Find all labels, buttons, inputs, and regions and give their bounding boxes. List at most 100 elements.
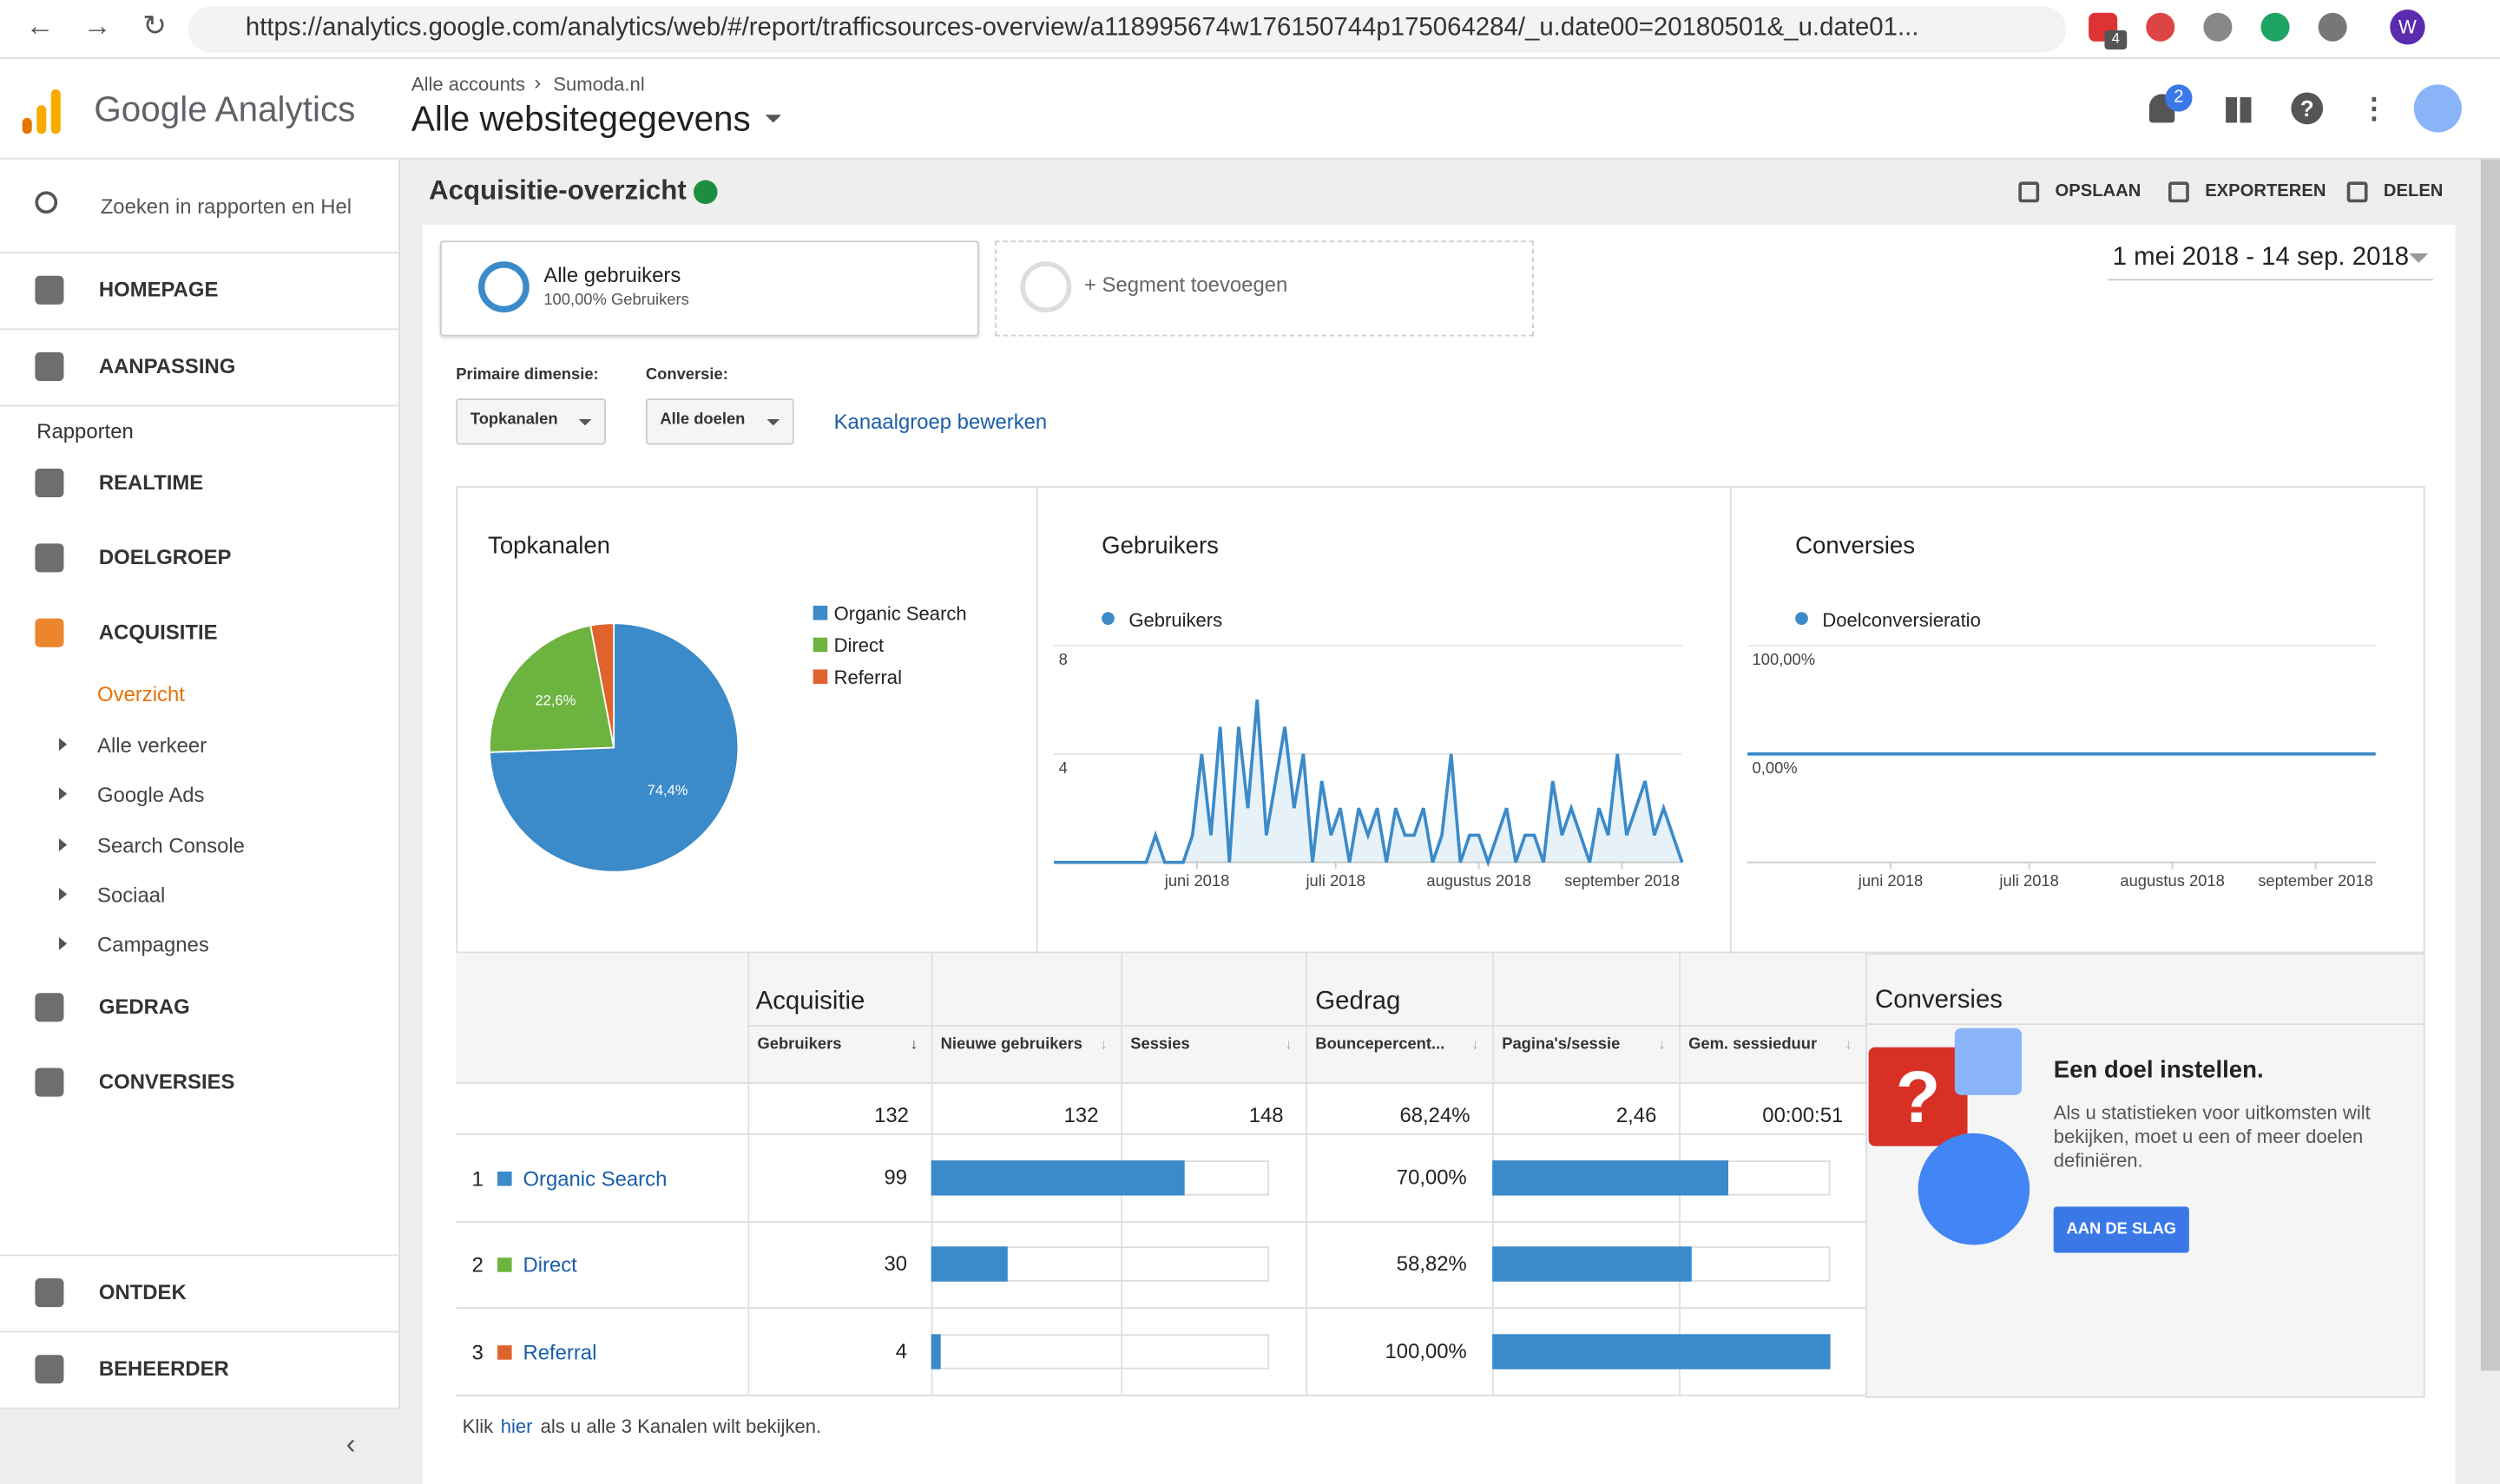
- nav-icon: [35, 1278, 64, 1308]
- action-icon: [2346, 181, 2368, 203]
- divider: [0, 252, 401, 254]
- nav-item[interactable]: ACQUISITIE: [98, 620, 218, 645]
- report-title: Acquisitie-overzicht: [429, 175, 687, 206]
- bounce-value: 100,00%: [1385, 1338, 1467, 1363]
- segment-ring: [1020, 261, 1072, 312]
- footer-link[interactable]: hier: [500, 1415, 533, 1438]
- divider: [0, 1330, 401, 1333]
- y-tick-label: 4: [1059, 758, 1068, 777]
- goal-button[interactable]: AAN DE SLAG: [2053, 1206, 2189, 1253]
- channel-swatch: [497, 1171, 512, 1186]
- bounce-value: 70,00%: [1396, 1165, 1467, 1190]
- channel-link[interactable]: Direct: [523, 1252, 577, 1277]
- group-header: Conversies: [1874, 986, 2003, 1015]
- col-divider: [1306, 953, 1308, 1395]
- nav-item[interactable]: DOELGROEP: [98, 545, 232, 569]
- expand-arrow: [58, 888, 68, 901]
- nav-icon: [35, 1067, 64, 1097]
- y-tick-label: 100,00%: [1753, 650, 1815, 668]
- action-button[interactable]: EXPORTEREN: [2205, 181, 2326, 201]
- row-line: [456, 1133, 1865, 1135]
- column-header[interactable]: Gebruikers: [757, 1035, 842, 1054]
- nav-icon: [35, 993, 64, 1022]
- sort-arrow: ↓: [1845, 1035, 1852, 1053]
- nav-button[interactable]: ←: [25, 10, 55, 42]
- search-icon: [35, 191, 58, 214]
- date-range[interactable]: 1 mei 2018 - 14 sep. 2018: [2112, 244, 2410, 272]
- y-tick-label: 0,00%: [1753, 758, 1798, 777]
- nav-item[interactable]: CONVERSIES: [98, 1069, 235, 1093]
- goal-illustration: [1954, 1028, 2022, 1095]
- nav-item[interactable]: AANPASSING: [98, 353, 236, 378]
- logo-bar: [50, 89, 61, 135]
- nav-item[interactable]: REALTIME: [98, 469, 204, 495]
- more-icon[interactable]: ⋮: [2359, 92, 2389, 125]
- segment-sub: 100,00% Gebruikers: [543, 292, 689, 310]
- nav-subitem[interactable]: Overzicht: [97, 682, 185, 706]
- nav-subitem[interactable]: Campagnes: [97, 932, 209, 957]
- y-tick-label: 8: [1059, 650, 1068, 668]
- slice-label: 74,4%: [648, 782, 688, 798]
- legend-label: Gebruikers: [1128, 609, 1222, 631]
- nav-subitem[interactable]: Sociaal: [97, 883, 166, 908]
- column-header[interactable]: Nieuwe gebruikers: [940, 1035, 1082, 1054]
- app-name: Google Analytics: [94, 89, 356, 129]
- segment-add[interactable]: [995, 240, 1534, 337]
- collapse-button[interactable]: ‹: [345, 1428, 356, 1461]
- link[interactable]: Kanaalgroep bewerken: [833, 410, 1048, 434]
- users-bar: [931, 1334, 942, 1369]
- divider: [0, 328, 401, 331]
- users-bar: [931, 1246, 1009, 1282]
- nav-button[interactable]: ↻: [142, 10, 168, 42]
- sort-arrow: ↓: [910, 1035, 918, 1053]
- divider: [1036, 486, 1038, 954]
- x-tick-label: juni 2018: [1858, 871, 1924, 890]
- row-line: [456, 1220, 1865, 1223]
- dropdown-arrow: [765, 115, 781, 123]
- control-label: Primaire dimensie:: [456, 366, 599, 384]
- total-value: 00:00:51: [1762, 1103, 1844, 1127]
- channel-link[interactable]: Organic Search: [523, 1166, 668, 1192]
- divider: [1729, 486, 1732, 954]
- legend-swatch: [812, 637, 828, 653]
- footer-text: Klik: [462, 1415, 494, 1438]
- channel-link[interactable]: Referral: [523, 1340, 597, 1365]
- x-tick-label: juni 2018: [1164, 871, 1230, 890]
- nav-item[interactable]: GEDRAG: [98, 995, 190, 1019]
- divider: [0, 1254, 401, 1257]
- column-header[interactable]: Sessies: [1130, 1035, 1190, 1054]
- control-label: Conversie:: [645, 366, 728, 384]
- dropdown-value: Topkanalen: [470, 410, 558, 430]
- legend-label: Organic Search: [834, 602, 967, 624]
- bounce-bar: [1492, 1334, 1831, 1369]
- nav-subitem[interactable]: Search Console: [97, 833, 245, 858]
- action-button[interactable]: OPSLAAN: [2055, 181, 2141, 201]
- logo-bar: [22, 117, 32, 135]
- footer-text: als u alle 3 Kanalen wilt bekijken.: [540, 1415, 822, 1438]
- column-header[interactable]: Bouncepercent...: [1315, 1035, 1445, 1054]
- column-header[interactable]: Pagina's/sessie: [1502, 1035, 1621, 1054]
- address-bar[interactable]: [188, 6, 2067, 53]
- column-header[interactable]: Gem. sessieduur: [1688, 1035, 1818, 1054]
- apps-icon[interactable]: [2226, 97, 2252, 123]
- action-button[interactable]: DELEN: [2383, 181, 2444, 201]
- nav-item[interactable]: BEHEERDER: [98, 1356, 229, 1381]
- account-avatar[interactable]: [2413, 84, 2462, 133]
- nav-item[interactable]: ONTDEK: [98, 1279, 187, 1304]
- nav-item[interactable]: HOMEPAGE: [98, 277, 219, 302]
- help-icon[interactable]: ?: [2291, 92, 2324, 125]
- segment-card[interactable]: [439, 240, 979, 337]
- table-group-row: [456, 953, 1865, 1084]
- x-tick-label: juli 2018: [1998, 871, 2058, 890]
- legend-swatch: [812, 669, 828, 684]
- profile-avatar[interactable]: W: [2390, 10, 2425, 45]
- view-selector[interactable]: Alle websitegegevens: [411, 98, 751, 139]
- action-icon: [2168, 181, 2189, 203]
- legend-swatch: [812, 605, 828, 621]
- search-input[interactable]: Zoeken in rapporten en Help: [100, 194, 352, 219]
- pie-slice: [489, 624, 615, 753]
- nav-subitem[interactable]: Google Ads: [97, 782, 205, 807]
- segment-name: Alle gebruikers: [543, 263, 681, 287]
- nav-subitem[interactable]: Alle verkeer: [97, 732, 207, 758]
- nav-button[interactable]: →: [82, 10, 112, 42]
